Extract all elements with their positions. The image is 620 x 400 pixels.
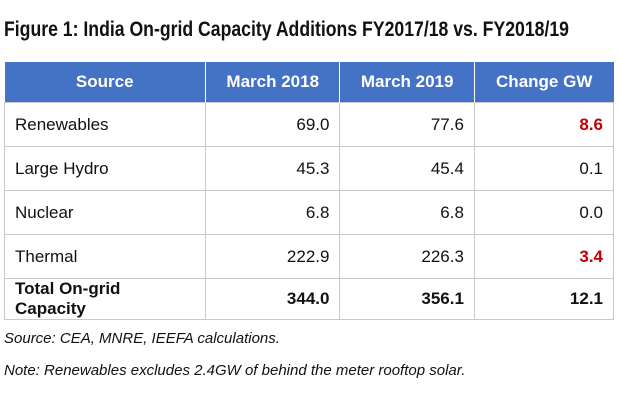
cell: 45.3 — [204, 146, 341, 191]
cell: 45.4 — [339, 146, 475, 191]
header-cell: Source — [4, 62, 206, 103]
cell: 226.3 — [339, 234, 475, 279]
cell: 6.8 — [339, 190, 475, 235]
cell: Large Hydro — [4, 146, 206, 191]
footnote: Note: Renewables excludes 2.4GW of behin… — [4, 362, 466, 379]
row: Large Hydro 45.3 45.4 0.1 — [4, 146, 615, 191]
row: Renewables 69.0 77.6 8.6 — [4, 102, 615, 147]
title: Figure 1: India On-grid Capacity Additio… — [4, 18, 569, 41]
capacity-table: Source March 2018 March 2019 Change GW R… — [4, 62, 615, 320]
cell: 69.0 — [204, 102, 341, 147]
row: Thermal 222.9 226.3 3.4 — [4, 234, 615, 279]
source-note: Source: CEA, MNRE, IEEFA calculations. — [4, 330, 280, 347]
header-cell: March 2019 — [339, 62, 475, 103]
cell: 222.9 — [204, 234, 341, 279]
header-row: Source March 2018 March 2019 Change GW — [4, 62, 614, 103]
cell: Total On-grid Capacity — [4, 278, 206, 320]
cell: 77.6 — [339, 102, 475, 147]
row: Nuclear 6.8 6.8 0.0 — [4, 190, 615, 235]
cell: 0.0 — [473, 190, 615, 235]
cell: 0.1 — [473, 146, 615, 191]
cell: Thermal — [4, 234, 206, 279]
cell: 3.4 — [473, 234, 615, 279]
header-cell: March 2018 — [204, 62, 340, 103]
header-cell: Change GW — [473, 62, 614, 103]
cell: 6.8 — [204, 190, 341, 235]
cell: 356.1 — [339, 278, 475, 320]
cell: 344.0 — [204, 278, 341, 320]
cell: 12.1 — [473, 278, 615, 320]
total-row: Total On-grid Capacity 344.0 356.1 12.1 — [4, 278, 615, 320]
cell: 8.6 — [473, 102, 615, 147]
cell: Renewables — [4, 102, 206, 147]
cell: Nuclear — [4, 190, 206, 235]
